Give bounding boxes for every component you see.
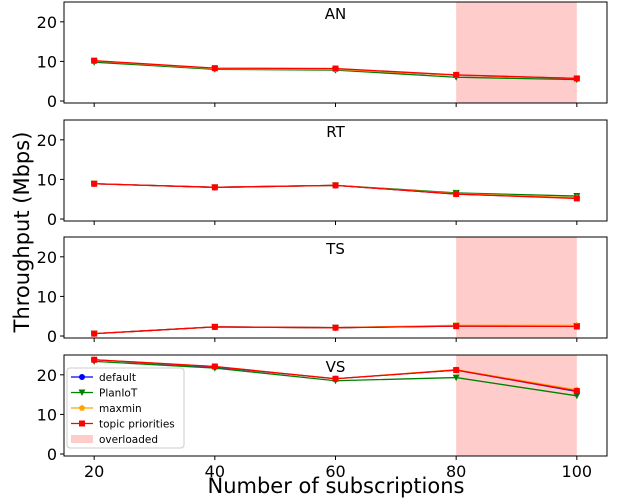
y-tick-label: 10 (37, 287, 57, 306)
legend-entry-default: default (71, 372, 136, 384)
panel-rt: RT 0 10 20 (37, 119, 608, 229)
legend-entry-planiot: PlanIoT (71, 388, 138, 400)
panel-title: AN (325, 5, 346, 23)
legend: default PlanIoT maxmin topic priorities over… (66, 367, 185, 449)
data-point (211, 184, 218, 191)
data-point (91, 330, 98, 337)
data-point (332, 375, 339, 382)
overloaded-region (456, 2, 577, 103)
legend-marker (78, 389, 86, 396)
overloaded-region (456, 355, 577, 456)
data-point (453, 71, 460, 78)
data-point (453, 191, 460, 198)
data-point (211, 65, 218, 72)
legend-label: topic priorities (99, 419, 175, 431)
data-point (91, 356, 98, 363)
panel-frame (63, 1, 608, 104)
panel-frame (63, 354, 608, 457)
x-axis-label: Number of subscriptions (208, 474, 465, 498)
y-tick-label: 20 (37, 13, 57, 32)
data-point (573, 195, 580, 202)
data-point (211, 323, 218, 330)
panel-frame (63, 236, 608, 339)
x-tick-label: 100 (562, 462, 593, 481)
data-point (573, 75, 580, 82)
series-topic-priorities (91, 356, 580, 395)
y-tick-label: 20 (37, 366, 57, 385)
data-point (332, 182, 339, 189)
legend-label: overloaded (99, 434, 158, 446)
panel-ts: TS 0 10 20 (37, 236, 608, 346)
data-point (211, 363, 218, 370)
legend-label: maxmin (99, 403, 142, 415)
x-tick-label: 20 (84, 462, 104, 481)
legend-patch (71, 435, 93, 443)
panel-title: TS (325, 240, 345, 258)
y-tick-label: 0 (47, 445, 57, 464)
y-tick-label: 20 (37, 131, 57, 150)
data-point (573, 388, 580, 395)
panels: AN 0 10 20 RT 0 10 20 TS 0 10 20 VS 0 10 20 20 40 60 80 100 d… (37, 1, 608, 481)
data-point (453, 367, 460, 374)
data-point (91, 57, 98, 64)
legend-entry-overloaded: overloaded (71, 434, 158, 446)
overloaded-region (456, 237, 577, 338)
data-point (573, 323, 580, 330)
panel-an: AN 0 10 20 (37, 1, 608, 111)
data-point (91, 180, 98, 187)
series-topic-priorities (91, 323, 580, 337)
data-point (573, 392, 581, 400)
y-axis-label: Throughput (Mbps) (10, 132, 34, 334)
data-point (332, 324, 339, 331)
legend-label: PlanIoT (99, 388, 138, 400)
panel-vs: VS 0 10 20 20 40 60 80 100 default PlanIoT maxmin to… (37, 354, 608, 481)
panel-frame (63, 119, 608, 222)
legend-entry-maxmin: maxmin (71, 403, 142, 415)
y-tick-label: 10 (37, 170, 57, 189)
legend-entry-topic-priorities: topic priorities (71, 419, 175, 431)
x-tick-label: 80 (446, 462, 466, 481)
legend-box (66, 367, 185, 449)
y-tick-label: 0 (47, 92, 57, 111)
data-point (332, 65, 339, 72)
legend-label: default (99, 372, 136, 384)
series-topic-priorities (91, 180, 580, 202)
series-topic-priorities (91, 57, 580, 82)
y-tick-label: 20 (37, 248, 57, 267)
y-tick-label: 0 (47, 327, 57, 346)
x-tick-label: 60 (325, 462, 345, 481)
legend-marker (79, 420, 85, 427)
panel-title: VS (326, 358, 346, 376)
legend-marker (78, 404, 86, 411)
y-tick-label: 10 (37, 405, 57, 424)
y-tick-label: 10 (37, 52, 57, 71)
data-point (453, 323, 460, 330)
data-point (452, 374, 460, 382)
legend-marker (79, 374, 85, 380)
y-tick-label: 0 (47, 210, 57, 229)
x-tick-label: 40 (205, 462, 225, 481)
panel-title: RT (326, 123, 345, 141)
